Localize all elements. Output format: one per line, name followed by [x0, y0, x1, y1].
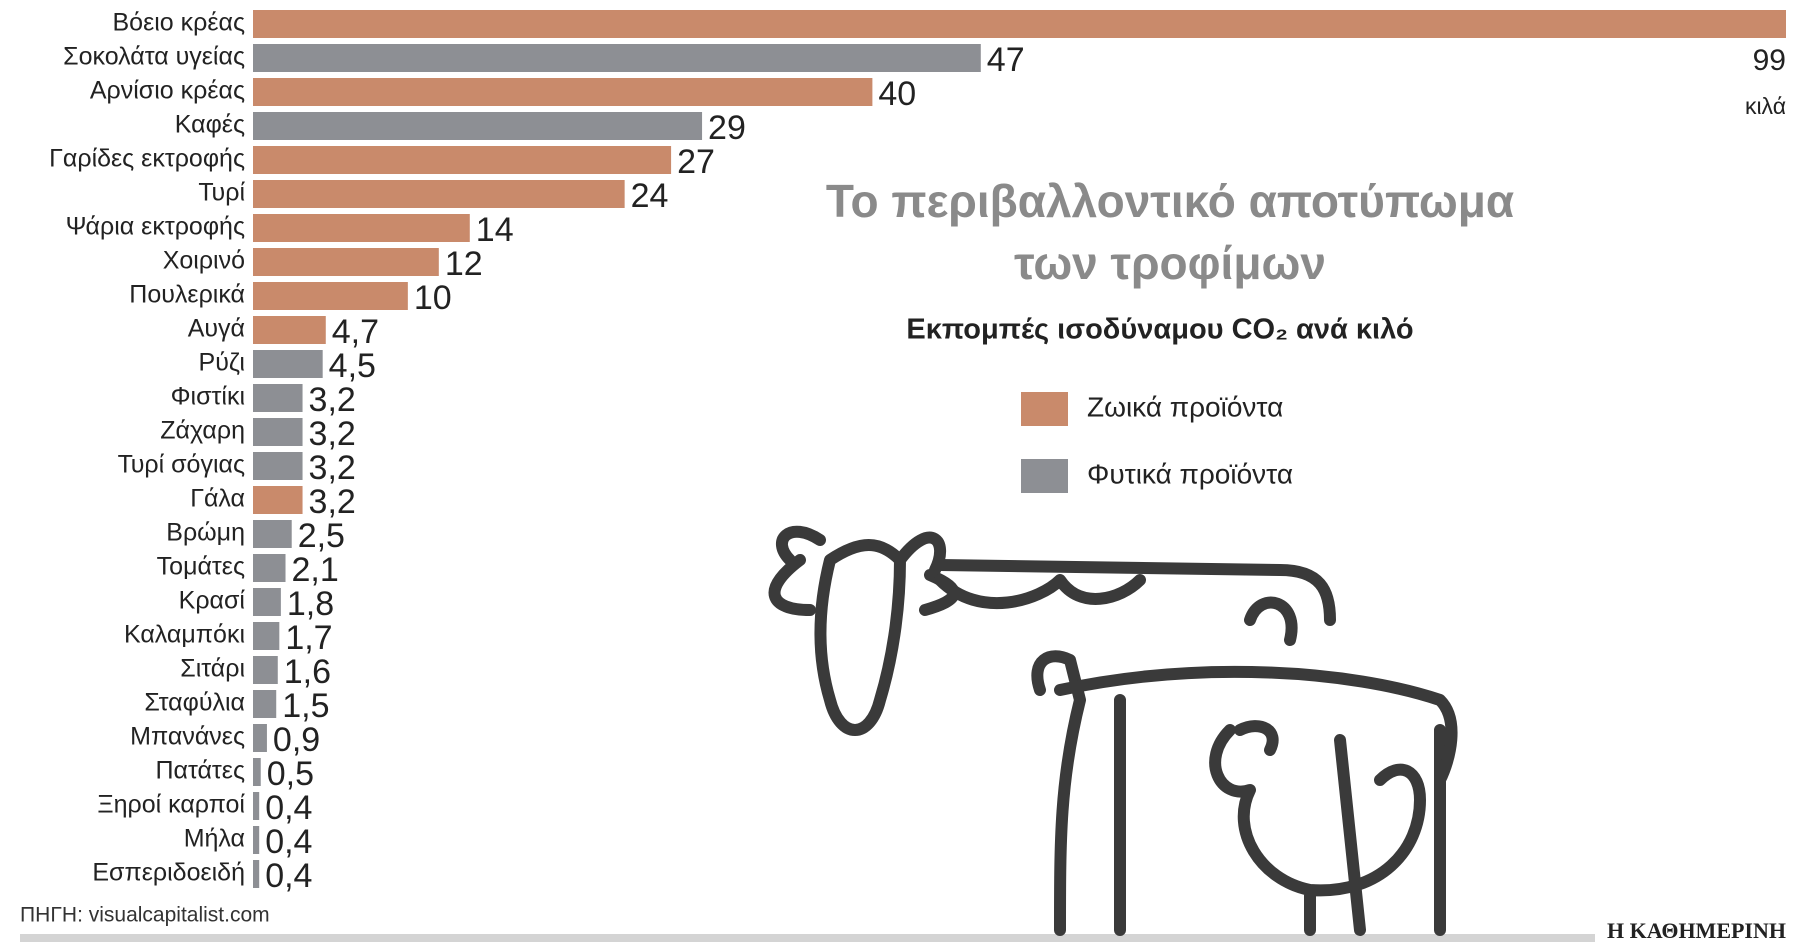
animals-illustration — [768, 525, 1458, 936]
value-label: 24 — [631, 177, 669, 215]
category-label: Σιτάρι — [180, 655, 245, 683]
source: ΠΗΓΗ: visualcapitalist.com — [20, 904, 270, 927]
value-label: 0,4 — [265, 789, 312, 827]
category-label: Καφές — [175, 111, 245, 139]
category-label: Καλαμπόκι — [124, 621, 245, 649]
bar — [253, 146, 672, 174]
value-label: 12 — [445, 245, 483, 283]
legend-swatch — [1021, 392, 1068, 426]
value-label: 4,5 — [329, 347, 376, 385]
value-label: 10 — [414, 279, 452, 317]
category-label: Χοιρινό — [163, 247, 245, 275]
bar — [253, 724, 267, 752]
bar — [253, 758, 261, 786]
bar — [253, 180, 625, 208]
bar — [253, 588, 281, 616]
value-label: 1,6 — [284, 653, 331, 691]
bar — [253, 214, 470, 242]
value-label: 3,2 — [309, 415, 356, 453]
bar — [253, 350, 323, 378]
legend-label: Ζωικά προϊόντα — [1087, 391, 1283, 422]
value-label: 27 — [677, 143, 715, 181]
category-label: Γάλα — [190, 485, 245, 513]
bar — [253, 860, 260, 888]
bar — [253, 690, 277, 718]
category-label: Βρώμη — [166, 519, 245, 547]
value-label: 0,4 — [265, 823, 312, 861]
bar — [253, 384, 303, 412]
category-label: Τυρί σόγιας — [118, 451, 245, 479]
category-label: Σοκολάτα υγείας — [63, 43, 245, 71]
category-label: Αρνίσιο κρέας — [90, 77, 245, 105]
category-label: Μπανάνες — [130, 723, 245, 751]
value-label: 29 — [708, 109, 746, 147]
legend-swatch — [1021, 459, 1068, 493]
bar — [253, 44, 981, 72]
value-label: 1,7 — [285, 619, 332, 657]
bar — [253, 248, 439, 276]
category-label: Βόειο κρέας — [113, 9, 246, 37]
category-label: Φιστίκι — [171, 383, 245, 411]
category-label: Γαρίδες εκτροφής — [49, 145, 245, 173]
value-label: 40 — [878, 75, 916, 113]
category-label: Πατάτες — [155, 757, 245, 785]
category-label: Ζάχαρη — [160, 417, 245, 445]
bar — [253, 622, 280, 650]
value-label: 47 — [987, 41, 1025, 79]
bar — [253, 452, 303, 480]
category-label: Μήλα — [184, 825, 245, 853]
value-label: 2,1 — [292, 551, 339, 589]
value-label: 4,7 — [332, 313, 379, 351]
bar — [253, 656, 278, 684]
unit-label: κιλά — [1745, 93, 1786, 119]
bar — [253, 554, 286, 582]
bar — [253, 78, 873, 106]
value-label: 3,2 — [309, 381, 356, 419]
category-label: Κρασί — [179, 587, 246, 615]
bar — [253, 316, 326, 344]
value-label: 14 — [476, 211, 514, 249]
bar — [253, 10, 1786, 38]
category-label: Τομάτες — [157, 553, 245, 581]
bar — [253, 418, 303, 446]
value-label: 0,5 — [267, 755, 314, 793]
bar — [253, 282, 408, 310]
category-label: Ψάρια εκτροφής — [66, 213, 245, 241]
bar — [253, 792, 260, 820]
bar — [253, 112, 703, 140]
category-label: Πουλερικά — [129, 281, 245, 309]
value-label: 3,2 — [309, 483, 356, 521]
value-label: 1,5 — [282, 687, 329, 725]
value-label: 99 — [1753, 44, 1786, 77]
category-label: Αυγά — [188, 315, 245, 343]
value-label: 0,9 — [273, 721, 320, 759]
subtitle: Εκπομπές ισοδύναμου CO₂ ανά κιλό — [906, 314, 1413, 346]
value-label: 3,2 — [309, 449, 356, 487]
bar — [253, 826, 260, 854]
bar — [253, 520, 292, 548]
category-label: Ξηροί καρποί — [97, 791, 245, 819]
publisher: Η ΚΑΘΗΜΕΡΙΝΗ — [1607, 918, 1786, 943]
category-label: Εσπεριδοειδή — [92, 859, 245, 887]
category-label: Σταφύλια — [144, 689, 245, 717]
value-label: 2,5 — [298, 517, 345, 555]
category-label: Τυρί — [198, 179, 245, 207]
bar — [253, 486, 303, 514]
chart-title: Το περιβαλλοντικό αποτύπωμα των τροφίμων — [825, 175, 1515, 289]
value-label: 0,4 — [265, 857, 312, 895]
legend-label: Φυτικά προϊόντα — [1087, 458, 1293, 489]
value-label: 1,8 — [287, 585, 334, 623]
category-label: Ρύζι — [199, 349, 245, 377]
